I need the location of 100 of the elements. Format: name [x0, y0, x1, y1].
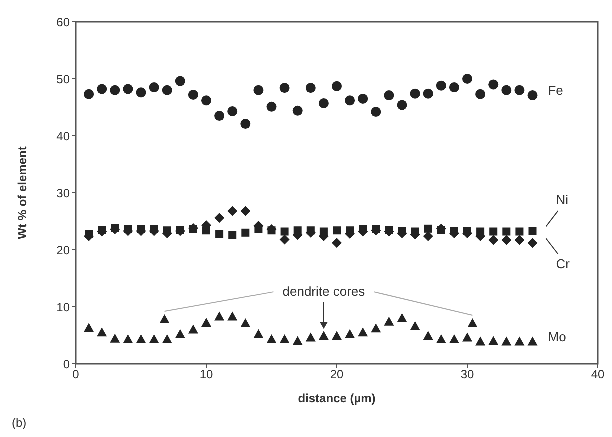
- point: [528, 238, 538, 248]
- point: [488, 336, 499, 346]
- point: [528, 336, 538, 346]
- point: [516, 228, 524, 236]
- text: (b): [12, 416, 27, 430]
- point: [502, 336, 512, 346]
- point: [228, 312, 238, 321]
- point: [84, 323, 94, 332]
- point: [188, 90, 198, 100]
- point: [410, 321, 420, 330]
- point: [468, 318, 478, 328]
- point: [266, 102, 277, 112]
- y-tick-label: 50: [56, 72, 70, 86]
- point: [240, 318, 251, 328]
- point: [280, 228, 289, 236]
- point: [175, 329, 186, 338]
- point: [160, 314, 170, 324]
- point: [240, 206, 251, 216]
- point: [292, 336, 303, 346]
- text: Ni: [556, 192, 569, 208]
- point: [266, 334, 277, 344]
- point: [333, 226, 341, 235]
- x-tick-label: 0: [72, 368, 80, 382]
- y-axis-title: Wt % of element: [15, 146, 30, 240]
- point: [136, 334, 146, 344]
- x-axis-title: distance (µm): [298, 392, 376, 406]
- point: [502, 228, 511, 236]
- point: [188, 324, 198, 334]
- x-tick-label: 30: [460, 368, 474, 382]
- point: [488, 235, 499, 246]
- point: [318, 331, 329, 340]
- point: [162, 85, 172, 96]
- point: [175, 76, 186, 86]
- point: [514, 336, 525, 346]
- point: [488, 80, 499, 90]
- point: [371, 324, 382, 333]
- annotation: dendrite cores: [282, 284, 366, 300]
- point: [358, 94, 368, 104]
- point: [410, 88, 420, 99]
- series-label: Fe: [548, 83, 564, 98]
- point: [306, 83, 316, 94]
- point: [280, 334, 290, 344]
- y-tick-label: 60: [56, 15, 70, 30]
- point: [202, 318, 212, 327]
- point: [318, 98, 329, 109]
- point: [462, 74, 472, 84]
- point: [423, 331, 434, 340]
- point: [123, 84, 134, 94]
- point: [332, 331, 342, 340]
- point: [528, 227, 537, 236]
- point: [162, 334, 172, 344]
- point: [228, 206, 238, 216]
- point: [240, 119, 251, 130]
- point: [242, 228, 250, 237]
- point: [280, 234, 290, 245]
- point: [123, 334, 134, 344]
- point: [462, 332, 472, 342]
- point: [502, 235, 512, 246]
- y-tick-label: 30: [56, 186, 70, 200]
- point: [332, 81, 342, 92]
- point: [490, 228, 498, 236]
- point: [358, 328, 368, 337]
- point: [345, 329, 356, 338]
- point: [476, 336, 486, 346]
- point: [371, 107, 382, 118]
- point: [149, 334, 160, 344]
- point: [149, 82, 160, 93]
- point: [424, 224, 432, 233]
- point: [254, 85, 264, 96]
- point: [306, 332, 316, 342]
- point: [216, 230, 224, 238]
- point: [280, 83, 290, 94]
- y-tick-label: 0: [63, 357, 70, 372]
- point: [449, 82, 460, 93]
- point: [384, 90, 394, 101]
- point: [514, 235, 525, 246]
- point: [397, 313, 408, 322]
- point: [514, 85, 525, 96]
- point: [254, 329, 264, 338]
- point: [436, 80, 446, 91]
- y-tick-label: 20: [56, 243, 70, 258]
- series-label: Cr: [556, 256, 571, 272]
- point: [214, 213, 225, 224]
- point: [84, 89, 94, 100]
- point: [214, 111, 225, 122]
- point: [436, 334, 446, 344]
- point: [228, 231, 237, 240]
- point: [476, 89, 486, 100]
- point: [202, 96, 212, 106]
- point: [332, 238, 342, 248]
- point: [423, 88, 434, 99]
- point: [97, 328, 108, 337]
- y-tick-label: 10: [56, 300, 70, 314]
- point: [397, 100, 408, 110]
- point: [449, 334, 460, 344]
- point: [214, 312, 225, 321]
- point: [97, 84, 108, 94]
- x-tick-label: 40: [591, 368, 605, 382]
- point: [110, 334, 120, 343]
- point: [528, 90, 538, 101]
